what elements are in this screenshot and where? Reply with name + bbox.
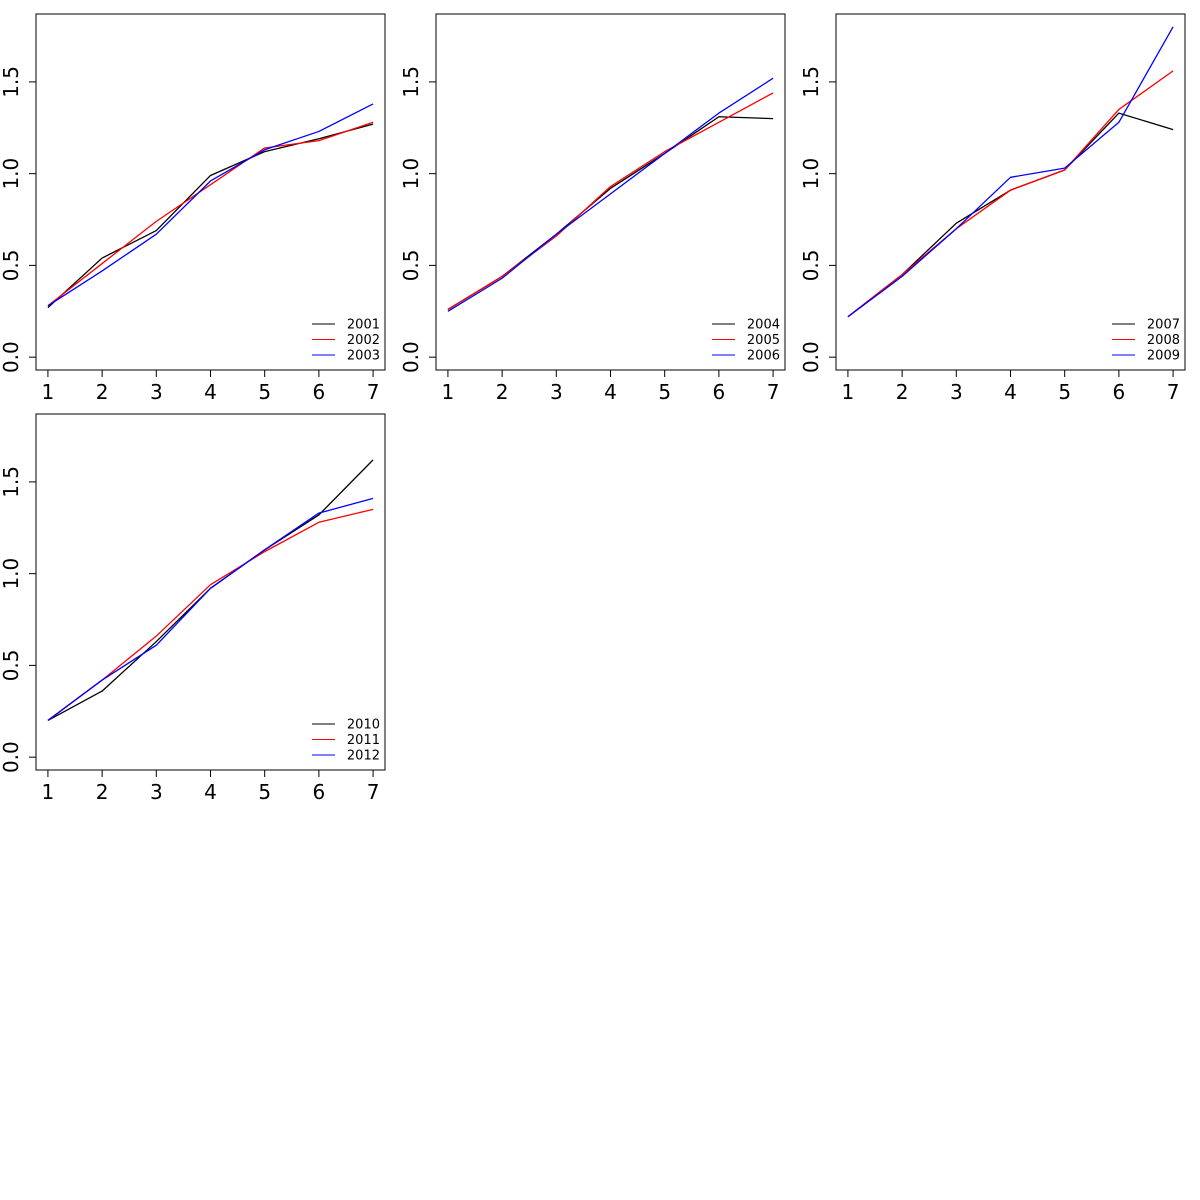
x-tick-label: 4	[604, 380, 617, 404]
plot-frame	[35, 413, 386, 771]
x-tick-label: 3	[150, 380, 163, 404]
y-tick-label: 1.5	[0, 466, 23, 498]
legend-label: 2005	[747, 333, 780, 348]
y-tick-label: 1.0	[399, 158, 423, 190]
y-tick-label: 1.5	[0, 66, 23, 98]
x-tick-label: 2	[96, 780, 109, 804]
x-tick-label: 3	[950, 380, 963, 404]
x-tick-label: 5	[1058, 380, 1071, 404]
x-tick-label: 6	[313, 380, 326, 404]
x-tick-label: 4	[1004, 380, 1017, 404]
series-line-2004	[447, 116, 774, 310]
y-tick-label: 0.0	[0, 741, 23, 773]
x-tick-label: 1	[442, 380, 455, 404]
x-tick-label: 4	[204, 380, 217, 404]
series-line-2003	[47, 103, 374, 307]
y-tick-label: 0.5	[0, 649, 23, 681]
series-line-2005	[447, 92, 774, 310]
x-tick-label: 6	[713, 380, 726, 404]
legend-label: 2002	[347, 333, 380, 348]
y-tick-label: 0.5	[0, 249, 23, 281]
legend-label: 2003	[347, 349, 380, 364]
legend-label: 2001	[347, 318, 380, 333]
plot-frame	[35, 13, 386, 371]
x-tick-label: 3	[550, 380, 563, 404]
legend-label: 2010	[347, 718, 380, 733]
x-tick-label: 5	[258, 380, 271, 404]
legend-label: 2009	[1147, 349, 1180, 364]
series-line-2009	[847, 26, 1174, 318]
legend-label: 2012	[347, 749, 380, 764]
legend-label: 2007	[1147, 318, 1180, 333]
y-tick-label: 1.5	[399, 66, 423, 98]
x-tick-label: 4	[204, 780, 217, 804]
y-tick-label: 1.0	[799, 158, 823, 190]
x-tick-label: 2	[896, 380, 909, 404]
y-tick-label: 0.5	[399, 249, 423, 281]
x-axis: 1 2 3 4 5 6 7	[842, 370, 1180, 404]
x-tick-label: 7	[767, 380, 780, 404]
x-axis: 1 2 3 4 5 6 7	[442, 370, 780, 404]
x-tick-label: 7	[367, 780, 380, 804]
y-axis: 0.0 0.5 1.0 1.5	[799, 66, 836, 373]
x-tick-label: 2	[96, 380, 109, 404]
series-line-2002	[47, 121, 374, 307]
series-line-2012	[47, 497, 374, 721]
plot-frame	[435, 13, 786, 371]
legend-label: 2011	[347, 733, 380, 748]
legend-label: 2004	[747, 318, 780, 333]
y-axis: 0.0 0.5 1.0 1.5	[399, 66, 436, 373]
legend-label: 2008	[1147, 333, 1180, 348]
series-line-2007	[847, 112, 1174, 318]
x-tick-label: 6	[313, 780, 326, 804]
y-tick-label: 0.5	[799, 249, 823, 281]
series-line-2006	[447, 77, 774, 312]
x-tick-label: 5	[658, 380, 671, 404]
y-axis: 0.0 0.5 1.0 1.5	[0, 66, 36, 373]
y-tick-label: 0.0	[399, 341, 423, 373]
x-tick-label: 6	[1113, 380, 1126, 404]
x-tick-label: 7	[1167, 380, 1180, 404]
x-tick-label: 1	[42, 780, 55, 804]
x-tick-label: 7	[367, 380, 380, 404]
y-tick-label: 1.0	[0, 158, 23, 190]
x-axis: 1 2 3 4 5 6 7	[42, 370, 380, 404]
series-line-2011	[47, 508, 374, 721]
y-tick-label: 1.0	[0, 558, 23, 590]
x-tick-label: 2	[496, 380, 509, 404]
x-axis: 1 2 3 4 5 6 7	[42, 770, 380, 804]
plot-frame	[835, 13, 1186, 371]
series-line-2008	[847, 70, 1174, 318]
y-tick-label: 0.0	[799, 341, 823, 373]
x-tick-label: 1	[842, 380, 855, 404]
y-tick-label: 1.5	[799, 66, 823, 98]
x-tick-label: 3	[150, 780, 163, 804]
legend-label: 2006	[747, 349, 780, 364]
y-tick-label: 0.0	[0, 341, 23, 373]
x-tick-label: 5	[258, 780, 271, 804]
series-line-2001	[47, 123, 374, 309]
y-axis: 0.0 0.5 1.0 1.5	[0, 466, 36, 773]
series-line-2010	[47, 459, 374, 722]
x-tick-label: 1	[42, 380, 55, 404]
